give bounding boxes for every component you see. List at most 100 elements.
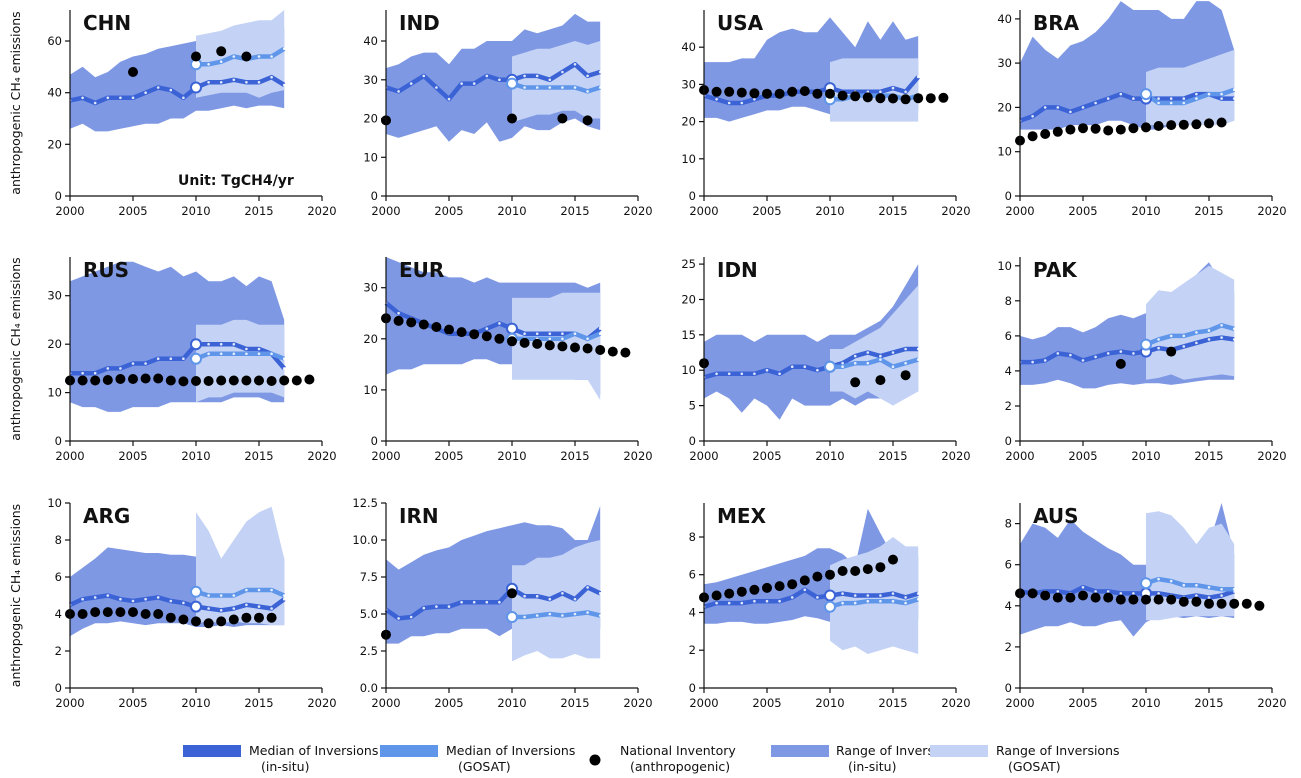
irn-median-insitu [384, 585, 602, 621]
idn-y-tick-label: 0 [689, 434, 696, 448]
chn-median-insitu-point [270, 75, 273, 79]
aus-x-tick-label: 2010 [1131, 696, 1160, 710]
panel-bra: 2000 2005 2010 2015 2020 0 10 20 30 40 BRA [997, 1, 1287, 218]
arg-median-insitu-point [156, 596, 160, 599]
mex-median-gosat-point [841, 601, 844, 605]
arg-y-tick-label: 6 [55, 570, 62, 584]
eur-inventory-point [469, 329, 480, 340]
irn-median-insitu-point [573, 597, 577, 601]
idn-x-tick-label: 2005 [752, 449, 781, 463]
legend-median-insitu-label2: (in-situ) [261, 759, 309, 774]
chn-inventory-point [241, 51, 252, 62]
legend: Median of Inversions (in-situ) Median of… [183, 743, 1120, 774]
eur-y-tick-label: 20 [363, 332, 378, 346]
ind-median-gosat-point [548, 86, 552, 89]
aus-inventory-point [1115, 594, 1126, 605]
mex-median-gosat [829, 597, 919, 609]
idn-y-tick-label: 15 [681, 328, 696, 342]
ind-median-insitu-point [485, 74, 489, 78]
arg-median-insitu-point [219, 609, 223, 612]
bra-median-insitu-point [1157, 97, 1160, 100]
rus-inventory-point [191, 376, 201, 386]
eur-x-tick-label: 2020 [623, 449, 652, 463]
legend-median-gosat-swatch [380, 745, 438, 757]
eur-median-insitu-point [523, 332, 526, 336]
rus-median-insitu-point [81, 371, 84, 375]
mex-median-gosat-point [904, 601, 907, 605]
rus-inventory-point [266, 376, 277, 386]
mex-inventory-point [812, 571, 823, 582]
aus-gosat-2010-marker [1140, 577, 1152, 590]
aus-inventory-point [1103, 592, 1114, 603]
rus-country-label: RUS [83, 258, 129, 282]
eur-x-tick-label: 2000 [371, 449, 400, 463]
irn-median-insitu-point [472, 600, 476, 604]
ind-x-tick-label: 2010 [497, 204, 526, 218]
ind-range-gosat [512, 41, 601, 123]
mex-median-gosat-point [879, 599, 882, 603]
legend-range-insitu-label1: Range of Inversions [836, 743, 960, 758]
mex-median-insitu-point [790, 596, 794, 599]
chn-x-tick-label: 2000 [55, 204, 84, 218]
arg-inventory-point [165, 612, 176, 623]
rus-median-insitu-point [131, 362, 135, 365]
rus-inventory-point [102, 375, 113, 385]
pak-median-insitu-point [1043, 359, 1047, 362]
arg-median-insitu-point [207, 607, 210, 610]
aus-median-gosat-point [1195, 583, 1198, 587]
idn-median-gosat-point [866, 361, 870, 365]
pak-median-insitu-point [1094, 355, 1097, 359]
bra-median-insitu-point [1081, 106, 1085, 109]
rus-median-insitu-point [182, 357, 185, 361]
idn-median-insitu-point [866, 351, 870, 354]
aus-median-insitu-point [1056, 590, 1060, 593]
bra-inventory-point [1103, 125, 1114, 136]
arg-y-tick-label: 10 [47, 496, 62, 510]
ind-median-insitu-point [397, 90, 400, 93]
ind-gosat-2010-marker [506, 77, 518, 90]
rus-inventory-point [241, 375, 252, 386]
bra-x-tick-label: 2015 [1194, 204, 1223, 218]
arg-median-insitu-point [169, 599, 173, 603]
arg-gosat-2010-marker [190, 585, 202, 598]
pak-inventory-point [1115, 358, 1126, 369]
usa-inventory-point [913, 93, 924, 104]
mex-y-tick-label: 4 [689, 606, 696, 620]
bra-median-gosat-point [1157, 101, 1160, 105]
eur-median-gosat-point [548, 337, 552, 341]
mex-median-insitu-point [803, 588, 807, 592]
mex-x-tick-label: 2010 [815, 696, 844, 710]
rus-median-insitu-point [282, 367, 286, 370]
idn-y-tick-label: 5 [689, 399, 696, 413]
arg-inventory-point [254, 612, 264, 623]
ind-y-tick-label: 30 [363, 73, 378, 87]
rus-inventory-point [90, 375, 101, 386]
pak-x-tick-label: 2000 [1005, 449, 1034, 463]
irn-y-tick-label: 10.0 [352, 533, 378, 547]
rus-inventory-point [291, 375, 302, 386]
ind-y-tick-label: 20 [363, 112, 378, 126]
arg-inventory-point [140, 609, 151, 619]
ind-median-insitu-point [472, 82, 476, 85]
rus-y-tick-label: 10 [47, 386, 62, 400]
ind-country-label: IND [399, 11, 440, 35]
pak-median-insitu-point [1069, 353, 1072, 357]
irn-median-insitu-point [586, 586, 589, 589]
arg-median-gosat-point [219, 594, 223, 597]
idn-median-insitu-point [740, 372, 744, 376]
aus-inventory-point [1078, 590, 1088, 601]
pak-y-tick-label: 10 [997, 259, 1012, 273]
arg-inventory-point [203, 618, 214, 629]
idn-median-insitu-point [816, 368, 819, 372]
mex-median-insitu-point [727, 601, 731, 605]
irn-median-gosat-point [561, 614, 564, 617]
eur-inventory-point [557, 341, 568, 352]
arg-median-gosat-point [245, 588, 248, 592]
pak-median-insitu-point [1132, 352, 1135, 355]
pak-median-insitu [1020, 335, 1235, 365]
mex-median-insitu-point [753, 599, 756, 603]
mex-median-insitu-point [816, 596, 819, 599]
pak-median-gosat-point [1182, 334, 1186, 338]
irn-median-insitu-point [409, 615, 413, 619]
